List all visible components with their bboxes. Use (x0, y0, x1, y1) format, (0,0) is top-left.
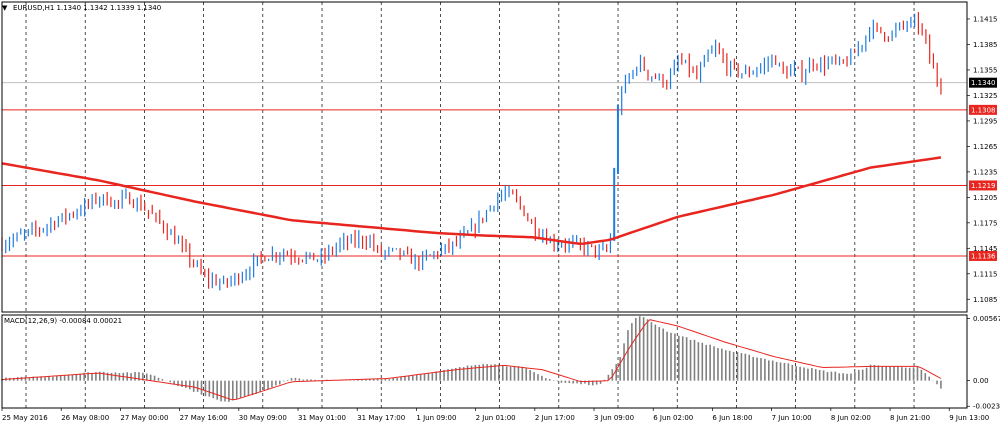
y-tick-label: 1.1205 (973, 194, 998, 202)
level-price-tag (969, 250, 997, 261)
macd-signal-line (1, 319, 942, 401)
x-tick-label: 6 Jun 18:00 (712, 414, 752, 422)
x-tick-label: 3 Jun 09:00 (594, 414, 634, 422)
x-tick-label: 27 May 00:00 (120, 414, 168, 422)
x-tick-label: 30 May 09:00 (239, 414, 287, 422)
level-price-label: 1.1219 (971, 182, 996, 190)
x-tick-label: 2 Jun 01:00 (476, 414, 516, 422)
x-tick-label: 8 Jun 21:00 (890, 414, 930, 422)
dropdown-triangle-icon[interactable]: ▼ (2, 4, 8, 12)
x-tick-label: 31 May 17:00 (357, 414, 405, 422)
current-price-label: 1.1340 (971, 79, 996, 87)
level-price-tag (969, 180, 997, 191)
main-pane-frame (1, 1, 968, 313)
pane-frames (1, 1, 968, 409)
macd-y-tick-label: -0.00234 (973, 403, 1000, 411)
macd-pane (1, 316, 942, 402)
x-tick-label: 2 Jun 17:00 (535, 414, 575, 422)
y-tick-label: 1.1415 (973, 15, 998, 23)
level-price-label: 1.1308 (971, 106, 996, 114)
x-tick-label: 26 May 08:00 (61, 414, 109, 422)
y-tick-label: 1.1355 (973, 66, 998, 74)
x-tick-label: 7 Jun 10:00 (772, 414, 812, 422)
y-tick-label: 1.1235 (973, 168, 998, 176)
moving-average (1, 156, 942, 246)
current-price-tag (969, 77, 997, 88)
x-tick-label: 9 Jun 13:00 (949, 414, 989, 422)
level-price-tag (969, 104, 997, 115)
x-tick-label: 6 Jun 02:00 (653, 414, 693, 422)
macd-pane-frame (1, 314, 968, 409)
x-tick-label: 1 Jun 09:00 (416, 414, 456, 422)
moving-average-line (1, 156, 942, 246)
grid (25, 2, 915, 408)
y-tick-label: 1.1175 (973, 219, 998, 227)
level-price-label: 1.1136 (971, 252, 996, 260)
header: ▼ EURUSD,H1 1.1340 1.1342 1.1339 1.1340 (2, 4, 161, 12)
y-tick-label: 1.1085 (973, 296, 998, 304)
macd-y-tick-label: 0.00 (973, 377, 989, 385)
macd-y-tick-label: 0.00567 (973, 315, 1000, 323)
axes: 25 May 2016 26 May 08:00 27 May 00:00 27 Ma… (1, 15, 1000, 422)
symbol-title: EURUSD,H1 1.1340 1.1342 1.1339 1.1340 (13, 4, 161, 12)
y-tick-label: 1.1145 (973, 245, 998, 253)
x-tick-label: 31 May 01:00 (298, 414, 346, 422)
y-tick-label: 1.1115 (973, 270, 998, 278)
y-tick-label: 1.1295 (973, 117, 998, 125)
y-tick-label: 1.1385 (973, 41, 998, 49)
y-tick-label: 1.1325 (973, 92, 998, 100)
y-tick-label: 1.1265 (973, 143, 998, 151)
x-tick-label: 27 May 16:00 (180, 414, 228, 422)
x-tick-label: 25 May 2016 (2, 414, 48, 422)
x-tick-label: 8 Jun 02:00 (831, 414, 871, 422)
macd-label: MACD(12,26,9) -0.00084 0.00021 (4, 317, 122, 325)
